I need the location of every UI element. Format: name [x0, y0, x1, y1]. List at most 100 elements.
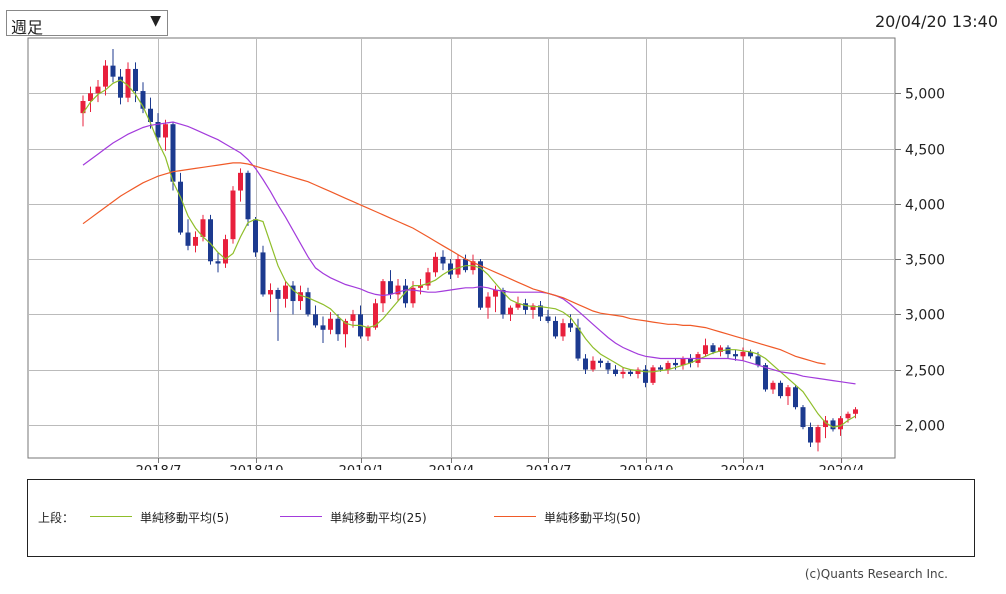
- candle-body: [620, 371, 626, 374]
- candle-body: [395, 285, 401, 295]
- legend-box: 上段： 単純移動平均(5) 単純移動平均(25) 単純移動平均(50): [27, 479, 975, 557]
- candle-body: [230, 190, 236, 240]
- candle-body: [328, 318, 333, 330]
- candle-body: [463, 259, 468, 271]
- copyright: (c)Quants Research Inc.: [804, 567, 948, 581]
- candle-body: [350, 314, 356, 321]
- period-select-value: 週足: [11, 18, 44, 37]
- candle-body: [583, 358, 588, 370]
- candle-body: [628, 371, 633, 374]
- legend-line-ma50: [494, 516, 536, 517]
- candle-body: [635, 369, 641, 374]
- candle-body: [673, 362, 678, 366]
- candle-body: [688, 358, 693, 363]
- candle-body: [823, 420, 828, 428]
- candle-body: [193, 236, 198, 246]
- candle-body: [418, 285, 423, 288]
- candle-body: [643, 369, 648, 383]
- candle-body: [140, 91, 146, 109]
- legend-prefix: 上段：: [38, 511, 75, 525]
- candle-body: [80, 101, 86, 114]
- candle-body: [223, 239, 228, 264]
- legend-label-ma25: 単純移動平均(25): [330, 511, 427, 525]
- y-tick-label: 4,000: [905, 198, 945, 214]
- candle-body: [763, 365, 768, 390]
- legend-label-ma5: 単純移動平均(5): [140, 511, 229, 525]
- legend-line-ma5: [90, 516, 132, 517]
- candle-body: [320, 325, 326, 330]
- candle-body: [380, 281, 386, 304]
- candle-body: [523, 303, 528, 310]
- candle-body: [508, 307, 513, 315]
- candle-body: [515, 303, 521, 308]
- candle-body: [253, 219, 258, 253]
- x-tick-label: 2019/1: [339, 464, 385, 470]
- candle-body: [433, 256, 438, 273]
- x-tick-label: 2019/4: [429, 464, 475, 470]
- candle-body: [410, 287, 416, 304]
- candle-body: [740, 351, 746, 357]
- candle-body: [148, 108, 153, 122]
- candle-body: [155, 122, 161, 138]
- candle-body: [793, 387, 798, 408]
- x-tick-label: 2020/1: [721, 464, 767, 470]
- candle-body: [748, 351, 753, 357]
- plot-area: [27, 37, 896, 459]
- candle-body: [163, 124, 168, 138]
- chevron-down-icon[interactable]: ▼: [150, 13, 161, 29]
- candle-body: [493, 290, 498, 297]
- timestamp: 20/04/20 13:40: [874, 12, 998, 31]
- y-tick-label: 2,000: [905, 419, 945, 435]
- candle-body: [785, 387, 791, 397]
- candle-body: [425, 272, 431, 286]
- candle-body: [118, 76, 123, 98]
- candle-body: [373, 303, 378, 328]
- candle-body: [725, 347, 731, 355]
- candle-body: [298, 292, 303, 302]
- y-tick-label: 3,500: [905, 253, 945, 269]
- ma5-line: [82, 79, 856, 428]
- x-tick-label: 2019/10: [619, 464, 673, 470]
- candle-body: [343, 320, 348, 335]
- y-tick-label: 4,500: [905, 143, 945, 159]
- candle-body: [658, 367, 663, 370]
- candle-body: [545, 316, 551, 321]
- candle-body: [560, 323, 566, 337]
- candle-body: [808, 427, 813, 443]
- candle-body: [755, 356, 761, 366]
- candle-body: [778, 382, 783, 397]
- candle-body: [568, 323, 573, 328]
- candle-body: [605, 362, 611, 370]
- candle-body: [575, 327, 581, 359]
- candle-body: [103, 65, 108, 87]
- period-select[interactable]: 週足 ▼: [6, 10, 168, 37]
- candle-body: [290, 285, 296, 302]
- candle-body: [215, 261, 221, 264]
- candle-body: [283, 285, 288, 299]
- candle-body: [733, 354, 738, 357]
- candle-body: [185, 232, 191, 246]
- candle-body: [538, 305, 543, 317]
- candle-body: [530, 305, 536, 310]
- candle-body: [650, 367, 656, 383]
- candle-body: [665, 362, 671, 370]
- candle-body: [208, 219, 213, 262]
- candle-body: [260, 252, 266, 295]
- candle-body: [448, 263, 453, 275]
- ma50-line: [82, 162, 826, 365]
- candle-body: [305, 292, 311, 315]
- candle-body: [478, 261, 483, 308]
- candle-body: [770, 382, 776, 390]
- candle-body: [275, 290, 281, 299]
- candlestick-chart: 2,000 2,500 3,000 3,500 4,000 4,500 5,000 2018/…: [27, 37, 945, 470]
- candle-body: [485, 296, 491, 308]
- candle-body: [313, 314, 318, 326]
- candles-group: [80, 49, 858, 452]
- candle-body: [388, 281, 393, 295]
- candle-body: [268, 290, 273, 295]
- ma25-line: [82, 121, 856, 385]
- candle-body: [455, 259, 461, 275]
- candle-body: [170, 124, 176, 182]
- candle-body: [238, 172, 243, 191]
- legend-line-ma25: [280, 516, 322, 517]
